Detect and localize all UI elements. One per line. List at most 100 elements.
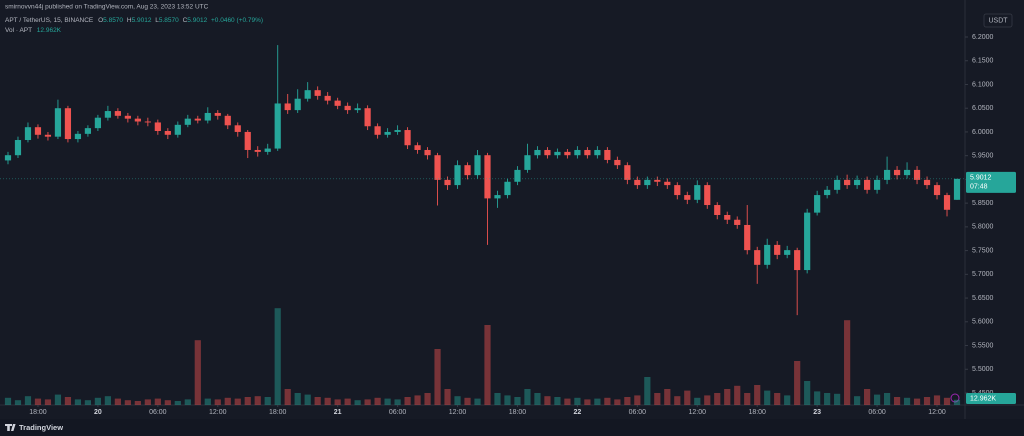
candles bbox=[4, 45, 961, 405]
volume-bar bbox=[284, 389, 291, 405]
volume-bar bbox=[624, 397, 631, 405]
candle-body bbox=[414, 145, 421, 150]
volume-bar bbox=[74, 399, 82, 405]
candle-body bbox=[484, 155, 491, 199]
y-tick-label: 5.5000 bbox=[972, 366, 994, 373]
volume-bar bbox=[24, 396, 32, 405]
volume-bar bbox=[514, 397, 521, 405]
candle-body bbox=[134, 118, 141, 122]
candle-body bbox=[674, 185, 681, 196]
candle-body bbox=[174, 124, 181, 135]
volume-bar bbox=[414, 395, 421, 405]
volume-value: 12.962K bbox=[37, 27, 62, 34]
author-line: smirnovvn44j published on TradingView.co… bbox=[5, 4, 209, 11]
volume-bar bbox=[274, 308, 281, 405]
candle-body bbox=[234, 125, 241, 132]
candle-body bbox=[574, 149, 581, 156]
volume-bar bbox=[844, 320, 851, 405]
candle-body bbox=[794, 250, 801, 271]
candle-body bbox=[224, 115, 231, 126]
volume-bar bbox=[134, 401, 141, 405]
candle-body bbox=[94, 117, 101, 129]
volume-bar bbox=[794, 361, 801, 405]
candle-body bbox=[903, 169, 911, 176]
candle-body bbox=[44, 134, 52, 137]
candle-body bbox=[734, 219, 741, 225]
volume-bar bbox=[814, 391, 821, 405]
candle-body bbox=[14, 140, 22, 156]
candle-body bbox=[104, 111, 111, 118]
brand-logo bbox=[5, 424, 16, 431]
candle-body bbox=[394, 130, 401, 132]
candle-body bbox=[24, 127, 32, 141]
candle-body bbox=[374, 126, 381, 135]
candle-body bbox=[764, 244, 771, 265]
candle-body bbox=[314, 90, 321, 96]
volume-bar bbox=[953, 399, 961, 405]
volume-bar bbox=[684, 390, 691, 405]
volume-bar bbox=[34, 398, 42, 405]
candle-body bbox=[474, 155, 481, 176]
candle-body bbox=[644, 179, 651, 186]
x-tick-label: 12:00 bbox=[449, 409, 467, 416]
candle-body bbox=[923, 179, 931, 186]
candle-body bbox=[254, 149, 261, 152]
y-tick-label: 5.7000 bbox=[972, 271, 994, 278]
y-tick-label: 5.8000 bbox=[972, 224, 994, 231]
volume-legend: Vol · APT 12.962K bbox=[5, 27, 62, 34]
volume-bar bbox=[504, 395, 511, 405]
candle-body bbox=[404, 130, 411, 146]
volume-bar bbox=[644, 377, 651, 405]
volume-bar bbox=[734, 385, 741, 405]
candle-body bbox=[64, 108, 72, 140]
volume-bar bbox=[903, 397, 911, 405]
candle-body bbox=[943, 195, 951, 210]
volume-bar bbox=[544, 396, 551, 405]
alert-icon[interactable] bbox=[950, 393, 960, 403]
volume-bar bbox=[604, 397, 611, 405]
candle-body bbox=[594, 149, 601, 156]
volume-bar bbox=[354, 400, 361, 405]
x-tick-label: 21 bbox=[334, 409, 342, 416]
volume-bar bbox=[694, 397, 701, 405]
candle-body bbox=[664, 181, 671, 186]
y-tick-label: 5.5500 bbox=[972, 342, 994, 349]
candle-body bbox=[953, 178, 961, 200]
volume-bar bbox=[344, 398, 351, 405]
candle-body bbox=[494, 195, 501, 199]
volume-bar bbox=[164, 400, 171, 405]
candle-body bbox=[614, 159, 621, 166]
volume-bar bbox=[264, 397, 271, 405]
candle-body bbox=[124, 115, 131, 119]
last-price-box bbox=[966, 171, 1016, 193]
volume-bar bbox=[804, 381, 811, 405]
volume-bar bbox=[154, 398, 161, 405]
currency-button[interactable] bbox=[983, 13, 1013, 28]
x-tick-label: 06:00 bbox=[389, 409, 407, 416]
candle-body bbox=[354, 108, 361, 111]
volume-bar bbox=[384, 398, 391, 405]
candle-body bbox=[334, 100, 341, 106]
candle-body bbox=[654, 179, 661, 182]
volume-bar bbox=[64, 397, 72, 405]
candle-body bbox=[34, 127, 42, 135]
candle-body bbox=[714, 205, 721, 216]
candle-body bbox=[544, 149, 551, 156]
currency-label[interactable]: USDT bbox=[988, 17, 1008, 24]
x-tick-label: 22 bbox=[574, 409, 582, 416]
volume-bar bbox=[784, 395, 791, 405]
volume-bar bbox=[454, 396, 461, 405]
candle-body bbox=[244, 131, 251, 150]
volume-bar bbox=[254, 396, 261, 405]
volume-bar bbox=[893, 397, 901, 405]
y-tick-label: 5.6000 bbox=[972, 319, 994, 326]
volume-bar bbox=[864, 389, 871, 405]
volume-bar bbox=[873, 394, 881, 405]
footer-bar bbox=[0, 419, 1024, 436]
candle-body bbox=[194, 118, 201, 121]
volume-bar bbox=[334, 399, 341, 405]
y-tick-label: 5.9500 bbox=[972, 153, 994, 160]
ohlc-value: 5.9012 bbox=[187, 17, 207, 24]
candle-body bbox=[504, 181, 511, 196]
